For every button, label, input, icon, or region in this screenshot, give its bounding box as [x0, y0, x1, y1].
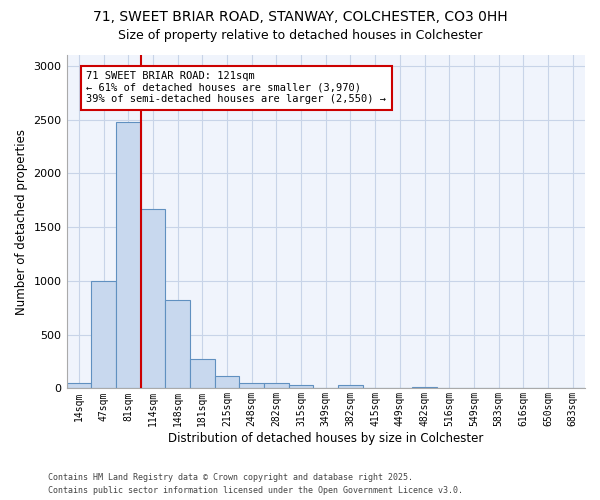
Bar	[140, 209, 165, 388]
Bar	[239, 382, 264, 388]
Y-axis label: Number of detached properties: Number of detached properties	[15, 128, 28, 314]
Bar	[338, 385, 363, 388]
Bar	[289, 384, 313, 388]
Bar	[67, 383, 91, 388]
Text: Contains public sector information licensed under the Open Government Licence v3: Contains public sector information licen…	[48, 486, 463, 495]
Text: 71 SWEET BRIAR ROAD: 121sqm
← 61% of detached houses are smaller (3,970)
39% of : 71 SWEET BRIAR ROAD: 121sqm ← 61% of det…	[86, 71, 386, 104]
Bar	[264, 382, 289, 388]
Bar	[91, 281, 116, 388]
Bar	[116, 122, 140, 388]
X-axis label: Distribution of detached houses by size in Colchester: Distribution of detached houses by size …	[168, 432, 484, 445]
Text: 71, SWEET BRIAR ROAD, STANWAY, COLCHESTER, CO3 0HH: 71, SWEET BRIAR ROAD, STANWAY, COLCHESTE…	[92, 10, 508, 24]
Text: Size of property relative to detached houses in Colchester: Size of property relative to detached ho…	[118, 29, 482, 42]
Text: Contains HM Land Registry data © Crown copyright and database right 2025.: Contains HM Land Registry data © Crown c…	[48, 474, 413, 482]
Bar	[190, 360, 215, 388]
Bar	[412, 387, 437, 388]
Bar	[165, 300, 190, 388]
Bar	[215, 376, 239, 388]
